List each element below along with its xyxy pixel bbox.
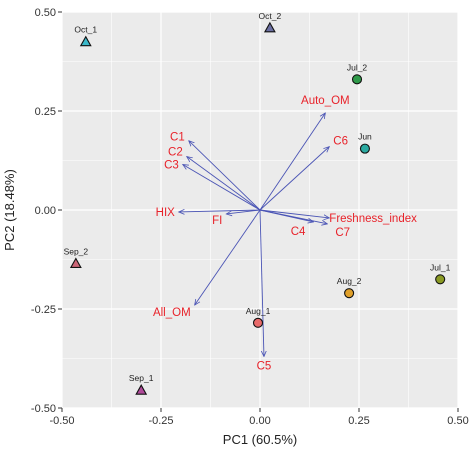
loading-label-c6: C6 bbox=[333, 136, 348, 148]
loading-arrow-c3 bbox=[183, 164, 261, 211]
loading-label-all_om: All_OM bbox=[153, 307, 191, 319]
loading-arrow-freshness_index bbox=[259, 209, 329, 218]
sample-label-jun: Jun bbox=[358, 132, 372, 142]
y-tick-label: -0.25 bbox=[31, 304, 56, 316]
loading-arrow-c1 bbox=[189, 141, 261, 211]
loading-label-c5: C5 bbox=[257, 361, 272, 373]
sample-point-aug_1 bbox=[252, 317, 264, 328]
y-tick-label: 0.50 bbox=[35, 7, 56, 19]
sample-point-aug_2 bbox=[344, 288, 355, 299]
y-axis-label: PC2 (18.48%) bbox=[2, 169, 17, 251]
loading-arrow-auto_om bbox=[259, 113, 325, 211]
loading-label-c3: C3 bbox=[164, 159, 179, 171]
y-tick-label: -0.50 bbox=[31, 403, 56, 415]
sample-label-oct_2: Oct_2 bbox=[259, 11, 282, 21]
sample-point-oct_2 bbox=[263, 21, 276, 33]
loading-arrow-fi bbox=[226, 209, 261, 214]
x-tick-label: 0.25 bbox=[348, 415, 369, 427]
loading-label-c7: C7 bbox=[335, 227, 350, 239]
sample-label-jul_1: Jul_1 bbox=[430, 262, 451, 272]
sample-point-sep_1 bbox=[135, 384, 148, 395]
sample-label-oct_1: Oct_1 bbox=[74, 25, 97, 35]
loading-label-fi: FI bbox=[212, 215, 222, 227]
sample-point-jul_2 bbox=[351, 74, 363, 85]
x-tick-label: -0.50 bbox=[49, 415, 74, 427]
y-tick-label: 0.00 bbox=[35, 205, 56, 217]
sample-label-sep_2: Sep_2 bbox=[64, 246, 89, 256]
sample-label-aug_2: Aug_2 bbox=[337, 276, 362, 286]
sample-point-jul_1 bbox=[435, 274, 446, 285]
sample-label-aug_1: Aug_1 bbox=[246, 306, 271, 316]
y-tick-label: 0.25 bbox=[35, 106, 56, 118]
sample-label-jul_2: Jul_2 bbox=[347, 62, 368, 72]
x-tick-label: 0.00 bbox=[249, 415, 270, 427]
loading-label-auto_om: Auto_OM bbox=[301, 95, 350, 107]
sample-point-jun bbox=[359, 143, 370, 154]
sample-points: Oct_1 Oct_2 Jul_2 Jun Jul_1 Aug_2 Aug_1 Sep_2 Se… bbox=[64, 11, 451, 395]
loading-arrow-c6 bbox=[259, 147, 329, 211]
loading-label-freshness_index: Freshness_index bbox=[329, 213, 417, 225]
loading-label-hix: HIX bbox=[156, 207, 176, 219]
x-tick-label: 0.50 bbox=[447, 415, 468, 427]
loading-label-c4: C4 bbox=[291, 226, 306, 238]
loading-arrow-c2 bbox=[187, 157, 261, 211]
loading-arrow-hix bbox=[179, 210, 261, 212]
loading-arrow-c5 bbox=[259, 209, 264, 357]
sample-point-sep_2 bbox=[69, 257, 82, 269]
loading-arrow-c7 bbox=[259, 209, 327, 224]
sample-label-sep_1: Sep_1 bbox=[129, 373, 154, 383]
loading-arrow-all_om bbox=[195, 209, 261, 305]
x-axis-label: PC1 (60.5%) bbox=[223, 432, 297, 447]
x-tick-label: -0.25 bbox=[148, 415, 173, 427]
loading-label-c1: C1 bbox=[170, 132, 185, 144]
loading-label-c2: C2 bbox=[168, 147, 183, 159]
sample-point-oct_1 bbox=[79, 35, 92, 47]
axes: -0.50 -0.25 0.00 0.25 0.50 -0.50 -0.25 0.00 0.25… bbox=[31, 7, 469, 427]
